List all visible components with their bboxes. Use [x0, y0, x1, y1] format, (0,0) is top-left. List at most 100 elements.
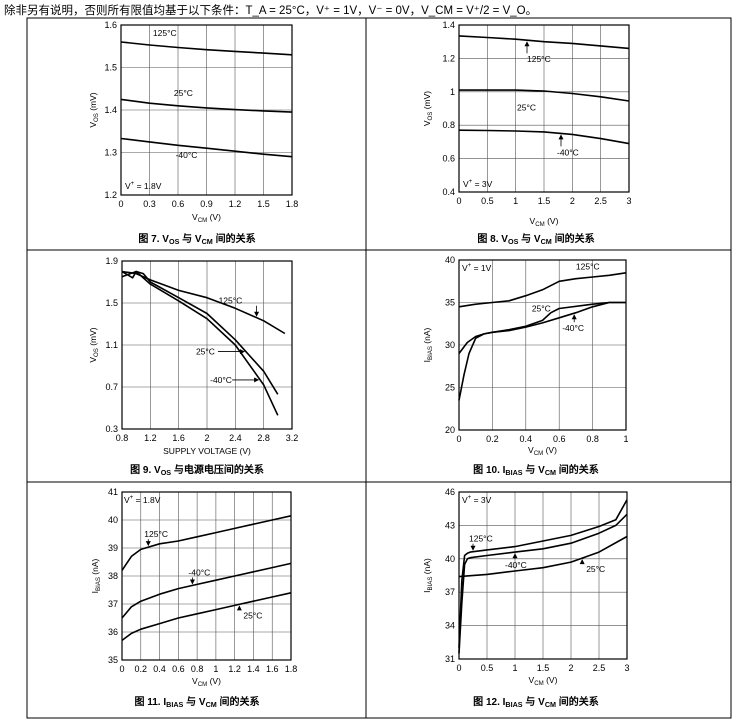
- chart-fig7: 0 0.3 0.6 0.9 1.2 1.5 1.8 1.2 1.3 1.4 1.5 1.6 125°C 2…: [28, 19, 366, 250]
- x-tick-label: 1: [623, 434, 628, 444]
- x-axis-label: SUPPLY VOLTAGE (V): [163, 446, 251, 456]
- figure-caption: 图 9. VOS 与电源电压间的关系: [130, 463, 264, 477]
- y-tick-label: 46: [445, 487, 455, 497]
- chart-svg: 0 0.3 0.6 0.9 1.2 1.5 1.8 1.2 1.3 1.4 1.5 1.6 125°C 2…: [88, 20, 298, 246]
- series-line-125c: [458, 499, 628, 648]
- y-tick-label: 31: [445, 654, 455, 664]
- annotation-label: 125°C: [144, 529, 168, 539]
- annotation-arrowhead: [189, 579, 195, 585]
- y-tick-label: 36: [108, 627, 118, 637]
- x-tick-label: 0.6: [172, 664, 185, 674]
- chart-fig8: 0 0.5 1 1.5 2 2.5 3 0.4 0.6 0.8 1 1.2 1.4 125°C 25°C -4…: [367, 19, 705, 250]
- y-tick-label: 1.1: [105, 340, 118, 350]
- y-tick-label: 37: [108, 599, 118, 609]
- annotation-arrowhead: [236, 605, 242, 611]
- x-tick-label: 1.5: [537, 663, 550, 673]
- x-tick-label: 0.6: [172, 199, 185, 209]
- annotation-label: 25°C: [517, 102, 536, 112]
- series-line-minus40c: [121, 562, 292, 619]
- y-tick-label: 1.2: [104, 190, 117, 200]
- outer-frame: [26, 17, 732, 719]
- x-tick-label: 1.4: [247, 664, 260, 674]
- annotation-arrowhead: [239, 349, 245, 355]
- x-axis-label: VCM (V): [192, 212, 221, 224]
- y-axis-label: IBIAS (nA): [422, 558, 434, 593]
- x-tick-label: 1.2: [228, 664, 241, 674]
- x-tick-label: 3.2: [286, 433, 299, 443]
- y-tick-label: 0.4: [442, 187, 455, 197]
- annotation-label: -40°C: [505, 560, 527, 570]
- x-tick-label: 1: [512, 663, 517, 673]
- y-tick-label: 1.6: [104, 20, 117, 30]
- x-tick-label: 1.6: [266, 664, 279, 674]
- series-line-minus40c: [458, 513, 628, 654]
- x-tick-label: 0.8: [191, 664, 204, 674]
- y-axis-label: IBIAS (nA): [422, 327, 434, 362]
- y-tick-label: 20: [445, 425, 455, 435]
- annotation-arrowhead: [512, 553, 518, 559]
- annotation-arrowhead: [524, 41, 530, 47]
- x-tick-label: 0.2: [486, 434, 499, 444]
- annotation-label: 25°C: [243, 610, 262, 620]
- condition-label: V+ = 3V: [463, 178, 493, 189]
- annotation-label: 125°C: [527, 54, 551, 64]
- x-tick-label: 0.4: [520, 434, 533, 444]
- y-tick-label: 0.7: [105, 382, 118, 392]
- chart-svg: 0.8 1.2 1.6 2 2.4 2.8 3.2 0.3 0.7 1.1 1.5 1.9 125°C 2…: [88, 256, 299, 477]
- figure-caption: 图 7. VOS 与 VCM 间的关系: [138, 232, 255, 246]
- annotation-arrowhead: [254, 311, 260, 317]
- y-axis-label: VOS (mV): [88, 327, 100, 362]
- y-axis-label: VOS (mV): [422, 91, 434, 126]
- x-axis-label: VCM (V): [528, 445, 557, 457]
- x-tick-label: 0.8: [116, 433, 129, 443]
- y-tick-label: 1.3: [104, 148, 117, 158]
- conditions-header: 除非另有说明，否则所有限值均基于以下条件：T_A = 25°C，V⁺ = 1V，…: [4, 5, 538, 17]
- y-tick-label: 34: [445, 621, 455, 631]
- x-axis-label: VCM (V): [192, 676, 221, 688]
- chart-fig11: 0 0.2 0.4 0.6 0.8 1 1.2 1.4 1.6 1.8 35 36 37 38 39 40 41…: [28, 483, 366, 714]
- x-tick-label: 0: [456, 196, 461, 206]
- x-tick-label: 0.3: [143, 199, 156, 209]
- x-tick-label: 0.5: [481, 196, 494, 206]
- y-tick-label: 40: [445, 255, 455, 265]
- x-tick-label: 0: [456, 434, 461, 444]
- x-tick-label: 0.6: [553, 434, 566, 444]
- x-tick-label: 2.5: [593, 663, 606, 673]
- y-tick-label: 41: [108, 487, 118, 497]
- annotation-label: 125°C: [469, 534, 493, 544]
- y-axis-label: VOS (mV): [88, 92, 100, 127]
- series-line-25c: [459, 89, 630, 102]
- y-tick-label: 1.2: [442, 53, 455, 63]
- annotation-label: 125°C: [219, 296, 243, 306]
- x-tick-label: 1.2: [229, 199, 242, 209]
- y-tick-label: 40: [445, 554, 455, 564]
- series-line-minus40c: [458, 301, 626, 401]
- series-line-125c: [121, 515, 292, 571]
- x-tick-label: 3: [626, 196, 631, 206]
- series-line-125c: [120, 41, 293, 56]
- annotation-label: -40°C: [562, 323, 584, 333]
- x-tick-label: 2: [570, 196, 575, 206]
- x-tick-label: 0: [118, 199, 123, 209]
- figure-caption: 图 10. IBIAS 与 VCM 间的关系: [473, 463, 599, 477]
- y-tick-label: 1: [450, 87, 455, 97]
- series-line-minus40c: [121, 270, 279, 416]
- x-tick-label: 0.2: [135, 664, 148, 674]
- chart-svg: 0 0.2 0.4 0.6 0.8 1 20 25 30 35 40 125°C 25°C -40°C V+…: [422, 255, 629, 477]
- annotation-label: -40°C: [188, 567, 210, 577]
- series-line-25c: [120, 98, 293, 113]
- x-axis-label: VCM (V): [530, 216, 559, 228]
- annotation-label: 25°C: [174, 88, 193, 98]
- chart-fig12: 0 0.5 1 1.5 2 2.5 3 31 34 37 40 43 46 125°C -40°C 25°C V…: [367, 483, 705, 714]
- series-line-minus40c: [458, 129, 630, 145]
- chart-svg: 0 0.2 0.4 0.6 0.8 1 1.2 1.4 1.6 1.8 35 36 37 38 39 40 41…: [90, 487, 297, 709]
- x-tick-label: 1: [213, 664, 218, 674]
- x-tick-label: 2.8: [257, 433, 270, 443]
- chart-fig10: 0 0.2 0.4 0.6 0.8 1 20 25 30 35 40 125°C 25°C -40°C V+…: [367, 251, 705, 482]
- x-tick-label: 0: [119, 664, 124, 674]
- figure-caption: 图 12. IBIAS 与 VCM 间的关系: [473, 695, 599, 709]
- x-tick-label: 0.4: [153, 664, 166, 674]
- x-tick-label: 1.2: [144, 433, 157, 443]
- plot-frame: [121, 491, 292, 661]
